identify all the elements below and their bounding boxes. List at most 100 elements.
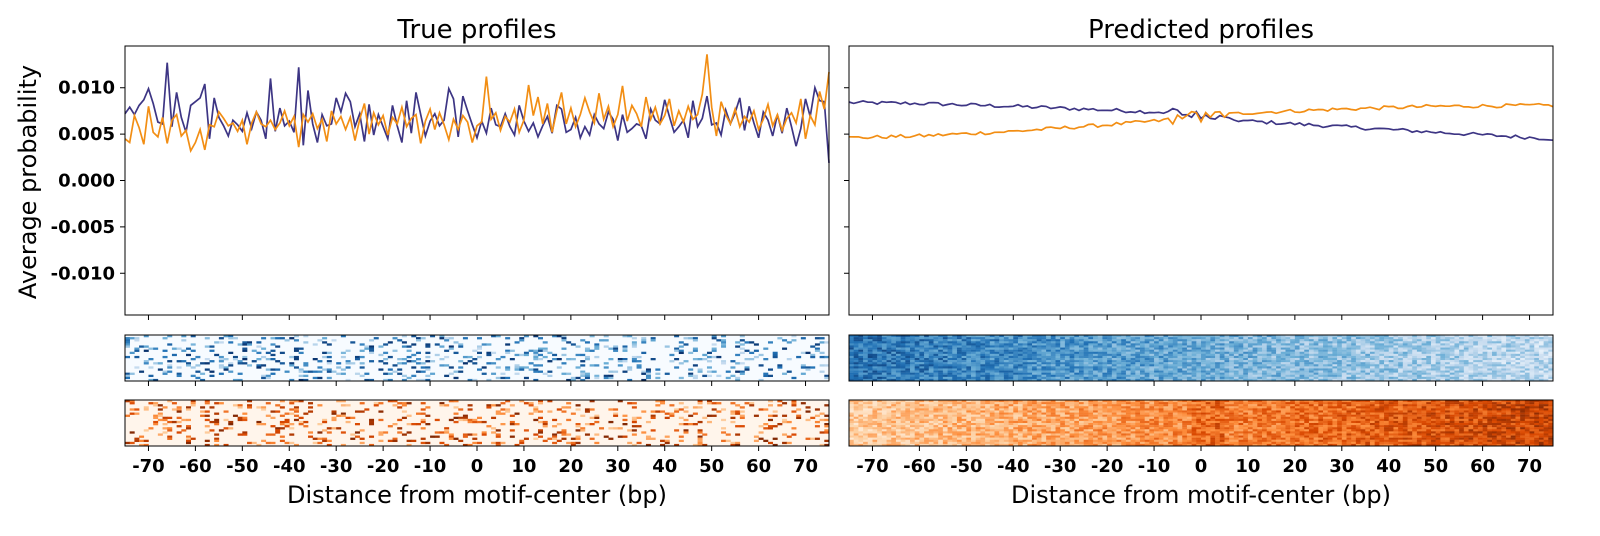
predicted-heatmap-strand-1-cell bbox=[914, 360, 920, 363]
predicted-heatmap-strand-1-cell bbox=[872, 341, 878, 344]
predicted-heatmap-strand-1-cell bbox=[1149, 351, 1155, 355]
predicted-heatmap-strand-1-cell bbox=[1168, 355, 1174, 359]
predicted-heatmap-strand-1-cell bbox=[1008, 378, 1014, 382]
true-heatmap-strand-2-cell bbox=[139, 435, 145, 438]
true-heatmap-strand-1-cell bbox=[190, 358, 196, 361]
predicted-heatmap-strand-1-cell bbox=[1107, 349, 1113, 352]
predicted-heatmap-strand-1-cell bbox=[1097, 335, 1103, 338]
predicted-heatmap-strand-1-cell bbox=[1351, 360, 1357, 363]
predicted-heatmap-strand-1-cell bbox=[947, 339, 953, 342]
predicted-heatmap-strand-1-cell bbox=[849, 370, 854, 373]
true-heatmap-strand-2-cell bbox=[162, 406, 168, 409]
true-heatmap-strand-1-cell bbox=[570, 378, 576, 382]
predicted-heatmap-strand-1-cell bbox=[1032, 349, 1038, 352]
predicted-heatmap-strand-2-cell bbox=[1102, 400, 1108, 403]
predicted-heatmap-strand-1-cell bbox=[1374, 335, 1380, 338]
predicted-heatmap-strand-1-cell bbox=[1402, 335, 1408, 338]
predicted-heatmap-strand-1-cell bbox=[1097, 376, 1103, 380]
predicted-heatmap-strand-1-cell bbox=[1036, 364, 1042, 367]
predicted-heatmap-strand-1-cell bbox=[1013, 355, 1019, 359]
predicted-heatmap-strand-1-cell bbox=[989, 345, 995, 348]
predicted-heatmap-strand-1-cell bbox=[1351, 370, 1357, 373]
true-heatmap-strand-1-cell bbox=[655, 376, 661, 380]
predicted-heatmap-strand-1-cell bbox=[1093, 368, 1099, 371]
predicted-heatmap-strand-1-cell bbox=[1360, 337, 1366, 340]
predicted-heatmap-strand-1-cell bbox=[1060, 349, 1066, 352]
predicted-heatmap-strand-1-cell bbox=[1393, 349, 1399, 352]
true-heatmap-strand-1-cell bbox=[519, 368, 525, 371]
predicted-heatmap-strand-1-cell bbox=[1379, 343, 1385, 346]
predicted-heatmap-strand-1-cell bbox=[1477, 355, 1483, 359]
predicted-heatmap-strand-1-cell bbox=[1247, 341, 1253, 344]
predicted-heatmap-strand-1-cell bbox=[1538, 339, 1544, 342]
predicted-heatmap-strand-1-cell bbox=[1440, 368, 1446, 371]
true-heatmap-strand-2-cell bbox=[627, 441, 633, 445]
left-panel-title: True profiles bbox=[396, 15, 556, 45]
predicted-heatmap-strand-2-cell bbox=[1013, 400, 1019, 403]
true-heatmap-strand-1-cell bbox=[247, 343, 253, 346]
predicted-heatmap-strand-1-cell bbox=[971, 349, 977, 352]
true-heatmap-strand-1-cell bbox=[763, 374, 769, 378]
true-heatmap-strand-2-cell bbox=[810, 416, 816, 420]
predicted-heatmap-strand-1-cell bbox=[1022, 335, 1028, 338]
predicted-heatmap-strand-1-cell bbox=[1121, 362, 1127, 365]
true-heatmap-strand-1-cell bbox=[570, 376, 576, 380]
true-heatmap-strand-1-cell bbox=[706, 366, 712, 369]
predicted-heatmap-strand-1-cell bbox=[1445, 362, 1451, 365]
predicted-heatmap-strand-1-cell bbox=[1491, 378, 1497, 382]
predicted-heatmap-strand-1-cell bbox=[1510, 368, 1516, 371]
predicted-heatmap-strand-1-cell bbox=[1003, 349, 1009, 352]
predicted-heatmap-strand-2-cell bbox=[1191, 402, 1197, 405]
true-heatmap-strand-1-cell bbox=[162, 355, 168, 359]
predicted-heatmap-strand-1-cell bbox=[1266, 370, 1272, 373]
predicted-heatmap-strand-1-cell bbox=[872, 372, 878, 375]
predicted-heatmap-strand-1-cell bbox=[1083, 351, 1089, 355]
predicted-heatmap-strand-1-cell bbox=[1506, 339, 1512, 342]
true-heatmap-strand-2-cell bbox=[354, 423, 360, 426]
true-heatmap-strand-2-cell bbox=[523, 429, 529, 432]
predicted-heatmap-strand-1-cell bbox=[961, 349, 967, 352]
predicted-heatmap-strand-1-cell bbox=[1290, 360, 1296, 363]
predicted-heatmap-strand-2-cell bbox=[886, 404, 892, 407]
predicted-heatmap-strand-1-cell bbox=[1243, 353, 1249, 357]
true-heatmap-strand-2-cell bbox=[519, 400, 525, 403]
predicted-heatmap-strand-1-cell bbox=[914, 366, 920, 369]
predicted-heatmap-strand-1-cell bbox=[1158, 341, 1164, 344]
true-heatmap-strand-2-cell bbox=[397, 427, 403, 430]
predicted-heatmap-strand-1-cell bbox=[1473, 378, 1479, 382]
predicted-heatmap-strand-1-cell bbox=[1299, 351, 1305, 355]
predicted-heatmap-strand-1-cell bbox=[971, 358, 977, 361]
predicted-heatmap-strand-2-cell bbox=[1201, 400, 1206, 403]
predicted-heatmap-strand-1-cell bbox=[1520, 351, 1526, 355]
predicted-heatmap-strand-1-cell bbox=[1369, 358, 1375, 361]
true-heatmap-strand-2-cell bbox=[772, 443, 778, 447]
predicted-heatmap-strand-1-cell bbox=[1022, 358, 1028, 361]
predicted-heatmap-strand-1-cell bbox=[1496, 345, 1502, 348]
predicted-heatmap-strand-1-cell bbox=[975, 337, 981, 340]
predicted-heatmap-strand-1-cell bbox=[971, 341, 977, 344]
true-heatmap-strand-1-cell bbox=[125, 374, 130, 378]
predicted-heatmap-strand-1-cell bbox=[1205, 366, 1211, 369]
true-heatmap-strand-2-cell bbox=[354, 435, 360, 438]
predicted-heatmap-strand-1-cell bbox=[1060, 378, 1066, 382]
predicted-heatmap-strand-1-cell bbox=[1186, 374, 1192, 378]
true-heatmap-strand-1-cell bbox=[345, 360, 351, 363]
predicted-heatmap-strand-1-cell bbox=[1280, 360, 1286, 363]
true-heatmap-strand-1-cell bbox=[289, 355, 295, 359]
true-heatmap-strand-1-cell bbox=[584, 349, 590, 352]
predicted-heatmap-strand-1-cell bbox=[1276, 335, 1282, 338]
predicted-heatmap-strand-1-cell bbox=[1304, 362, 1310, 365]
predicted-heatmap-strand-1-cell bbox=[1285, 351, 1291, 355]
predicted-heatmap-strand-2-cell bbox=[1491, 400, 1497, 403]
predicted-heatmap-strand-1-cell bbox=[1477, 378, 1483, 382]
predicted-heatmap-strand-1-cell bbox=[1473, 353, 1479, 357]
predicted-heatmap-strand-1-cell bbox=[905, 345, 911, 348]
true-heatmap-strand-1-cell bbox=[232, 358, 238, 361]
true-heatmap-strand-1-cell bbox=[735, 345, 741, 348]
predicted-heatmap-strand-1-cell bbox=[971, 374, 977, 378]
predicted-heatmap-strand-1-cell bbox=[1182, 364, 1188, 367]
true-heatmap-strand-2-cell bbox=[279, 406, 285, 409]
predicted-heatmap-strand-1-cell bbox=[1130, 368, 1136, 371]
predicted-heatmap-strand-1-cell bbox=[1008, 353, 1014, 357]
true-heatmap-strand-2-cell bbox=[331, 412, 337, 415]
